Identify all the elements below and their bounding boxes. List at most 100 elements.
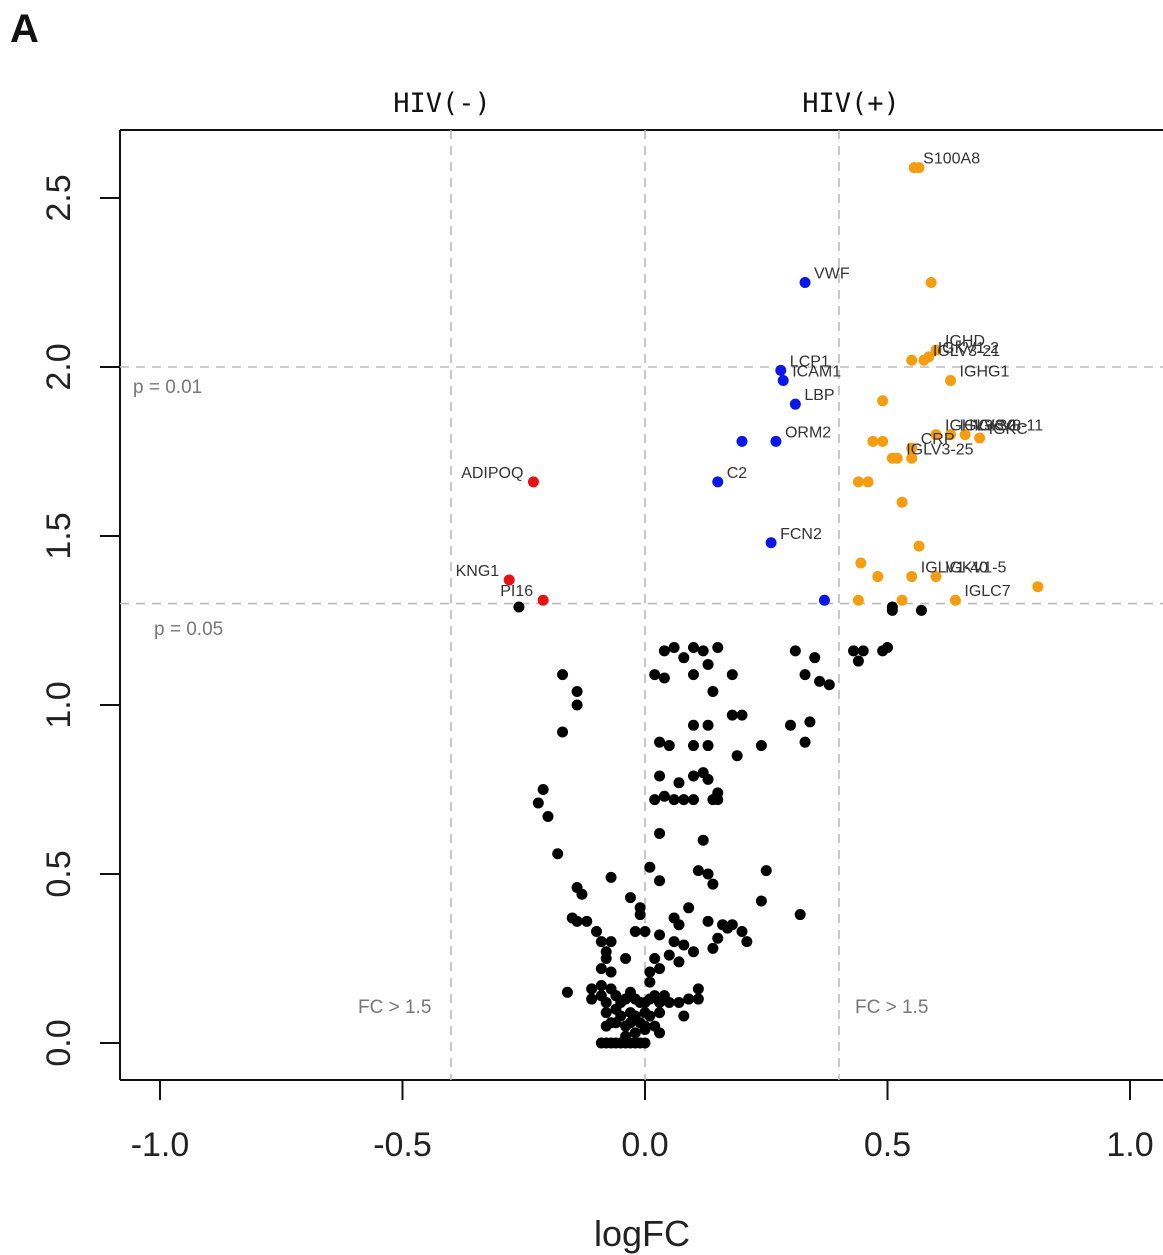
black-point bbox=[624, 1017, 636, 1029]
black-point bbox=[702, 868, 714, 880]
orange-point bbox=[930, 429, 942, 441]
axes: -1.0 -0.5 0.0 0.5 1.0 0.0 0.5 1.0 1.5 2.0 2.5 bbox=[40, 174, 1154, 1164]
black-point bbox=[595, 936, 607, 948]
black-point bbox=[658, 790, 670, 802]
orange-point bbox=[906, 571, 918, 583]
black-point bbox=[673, 996, 685, 1008]
point-label: PI16 bbox=[500, 583, 533, 600]
group-label-hiv-positive: HIV(+) bbox=[802, 88, 900, 119]
black-point bbox=[804, 716, 816, 728]
black-point bbox=[697, 645, 709, 657]
point-label: S100A8 bbox=[923, 151, 980, 168]
x-tick-label: -0.5 bbox=[373, 1126, 432, 1164]
black-point bbox=[649, 669, 661, 681]
y-tick-label: 1.0 bbox=[40, 681, 78, 728]
orange-point bbox=[945, 375, 957, 387]
blue-point bbox=[775, 364, 787, 376]
black-point bbox=[649, 953, 661, 964]
black-point bbox=[712, 932, 724, 944]
black-point bbox=[624, 892, 636, 904]
black-point bbox=[688, 642, 699, 654]
black-point bbox=[654, 875, 666, 887]
black-point bbox=[668, 936, 680, 948]
black-point bbox=[557, 726, 569, 738]
point-label: IGLC7 bbox=[964, 583, 1010, 600]
orange-point bbox=[945, 429, 957, 441]
black-point bbox=[688, 669, 699, 681]
point-label: IGKV3-11 bbox=[974, 418, 1043, 435]
red-point bbox=[503, 574, 515, 586]
black-point bbox=[673, 956, 685, 968]
point-label: IGHG1 bbox=[960, 364, 1010, 381]
point-label: VWF bbox=[814, 266, 850, 283]
black-point bbox=[755, 740, 767, 752]
black-point bbox=[678, 652, 690, 664]
y-tick-label: 1.5 bbox=[40, 512, 78, 559]
black-point bbox=[663, 949, 675, 961]
x-tick-label: 0.5 bbox=[864, 1126, 911, 1164]
black-point bbox=[605, 936, 617, 948]
black-point bbox=[848, 645, 860, 657]
orange-point bbox=[867, 435, 879, 447]
x-axis-title: logFC bbox=[594, 1213, 690, 1254]
black-point bbox=[668, 642, 680, 654]
black-point bbox=[736, 709, 748, 721]
black-point bbox=[595, 963, 607, 975]
black-point bbox=[654, 1007, 666, 1019]
blue-point bbox=[736, 435, 748, 447]
y-tick-label: 2.5 bbox=[40, 174, 78, 221]
x-tick-label: 1.0 bbox=[1106, 1126, 1153, 1164]
fc-label-right: FC > 1.5 bbox=[855, 997, 928, 1018]
black-point bbox=[726, 669, 738, 681]
p-005-label: p = 0.05 bbox=[154, 619, 223, 640]
black-point bbox=[629, 1027, 641, 1039]
black-point bbox=[542, 811, 554, 823]
black-point bbox=[571, 685, 583, 697]
black-point bbox=[639, 925, 651, 937]
black-point bbox=[707, 685, 719, 697]
orange-point bbox=[913, 540, 925, 552]
orange-point bbox=[852, 594, 864, 606]
black-point bbox=[678, 794, 690, 806]
orange-point bbox=[891, 452, 903, 464]
blue-point bbox=[712, 476, 724, 488]
black-point bbox=[726, 709, 738, 721]
black-point bbox=[644, 1010, 656, 1022]
plot-frame bbox=[119, 129, 1163, 1081]
blue-point bbox=[818, 594, 830, 606]
blue-point bbox=[770, 435, 782, 447]
black-point bbox=[683, 993, 695, 1005]
black-point bbox=[561, 986, 573, 998]
point-label: LBP bbox=[804, 387, 834, 404]
black-point bbox=[557, 669, 569, 681]
black-point bbox=[571, 699, 583, 711]
point-label: IGHV3-30 bbox=[945, 418, 1016, 435]
red-point bbox=[527, 476, 539, 488]
black-point bbox=[649, 794, 661, 806]
black-point bbox=[658, 672, 670, 684]
black-point bbox=[600, 953, 612, 964]
black-point bbox=[692, 993, 704, 1005]
p-001-label: p = 0.01 bbox=[133, 377, 202, 398]
black-point bbox=[702, 915, 714, 927]
black-point bbox=[809, 652, 821, 664]
orange-point bbox=[959, 429, 971, 441]
orange-point bbox=[872, 571, 884, 583]
black-point bbox=[678, 939, 690, 951]
black-point bbox=[852, 655, 864, 667]
black-point bbox=[702, 740, 714, 752]
point-label: IGLV3-25 bbox=[906, 441, 973, 458]
orange-point bbox=[896, 496, 908, 508]
orange-point bbox=[930, 571, 942, 583]
data-points bbox=[503, 162, 1044, 1049]
black-point bbox=[673, 777, 685, 789]
black-point bbox=[688, 946, 699, 958]
black-point bbox=[707, 878, 719, 890]
point-label: IGHD bbox=[945, 333, 985, 350]
black-point bbox=[552, 848, 564, 860]
black-point bbox=[668, 794, 680, 806]
black-point bbox=[620, 953, 632, 964]
blue-point bbox=[765, 537, 777, 549]
